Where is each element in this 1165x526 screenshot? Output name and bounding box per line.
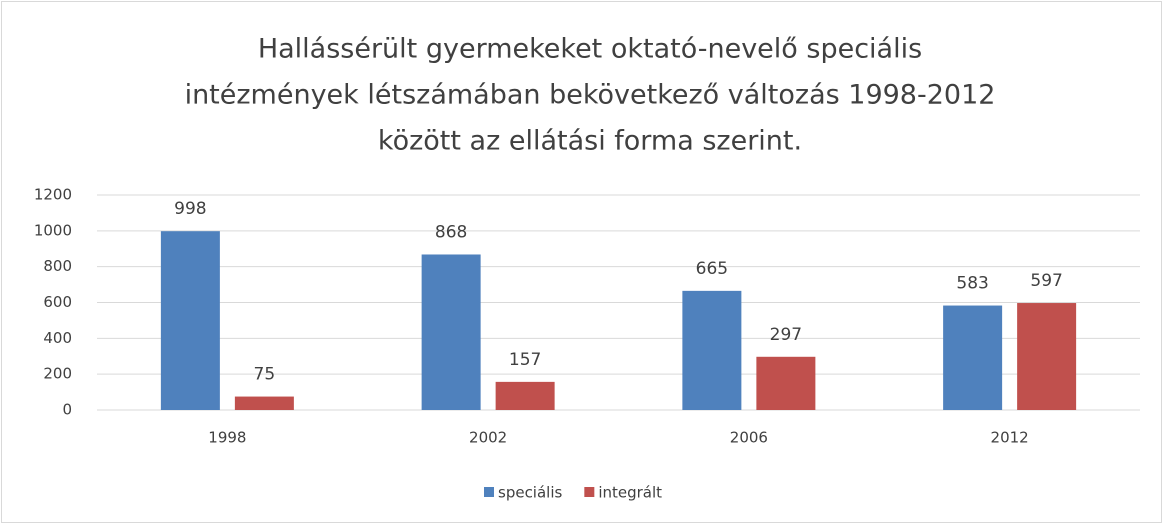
y-tick-label: 800: [43, 257, 72, 275]
bar: [421, 254, 481, 410]
x-tick-label: 1998: [208, 429, 246, 447]
data-label: 868: [435, 222, 467, 242]
legend-swatch: [584, 487, 595, 497]
bar: [495, 381, 555, 410]
x-tick-label: 2012: [991, 429, 1029, 447]
data-label: 297: [770, 325, 802, 345]
data-label: 75: [254, 365, 276, 385]
legend-label: speciális: [498, 484, 563, 502]
x-tick-label: 2002: [469, 429, 507, 447]
data-label: 998: [174, 199, 206, 219]
legend-swatch: [484, 487, 494, 497]
data-label: 157: [509, 350, 541, 370]
chart-title: Hallássérült gyermekeket oktató-nevelő s…: [258, 34, 922, 65]
bar: [943, 305, 1003, 410]
y-tick-label: 0: [62, 401, 72, 419]
data-label: 665: [696, 259, 728, 279]
data-label: 597: [1030, 271, 1062, 291]
y-tick-label: 200: [43, 365, 72, 383]
chart-title: között az ellátási forma szerint.: [378, 126, 802, 157]
bar: [756, 356, 816, 410]
y-tick-label: 600: [43, 293, 72, 311]
bar: [234, 396, 294, 410]
bar: [1017, 303, 1077, 410]
chart-title: intézmények létszámában bekövetkező vált…: [185, 80, 996, 111]
bar: [160, 231, 220, 410]
y-tick-label: 1200: [34, 186, 72, 204]
data-label: 583: [956, 274, 988, 294]
x-tick-label: 2006: [730, 429, 768, 447]
y-tick-label: 1000: [34, 221, 72, 239]
legend-label: integrált: [598, 484, 662, 502]
bar: [682, 290, 742, 410]
y-tick-label: 400: [43, 329, 72, 347]
